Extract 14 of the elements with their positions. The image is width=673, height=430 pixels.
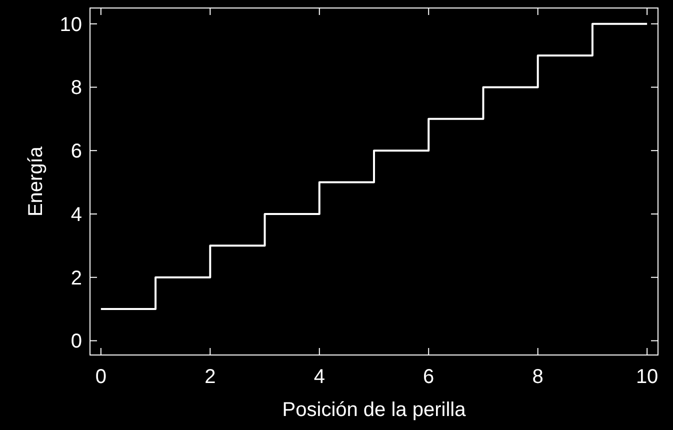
- x-tick-label: 10: [636, 366, 658, 388]
- y-tick-label: 4: [70, 204, 82, 226]
- y-axis-title: Energía: [25, 146, 47, 217]
- y-tick-label: 10: [60, 14, 82, 36]
- x-axis-title: Posición de la perilla: [282, 399, 467, 421]
- x-tick-label: 8: [532, 366, 544, 388]
- y-tick-label: 6: [70, 140, 82, 163]
- x-tick-label: 6: [423, 366, 434, 388]
- y-tick-label: 0: [70, 330, 82, 353]
- x-tick-label: 4: [314, 366, 325, 388]
- y-tick-label: 8: [70, 77, 82, 100]
- x-tick-label: 0: [95, 366, 106, 388]
- y-tick-label: 2: [70, 267, 82, 290]
- x-tick-label: 2: [204, 366, 216, 388]
